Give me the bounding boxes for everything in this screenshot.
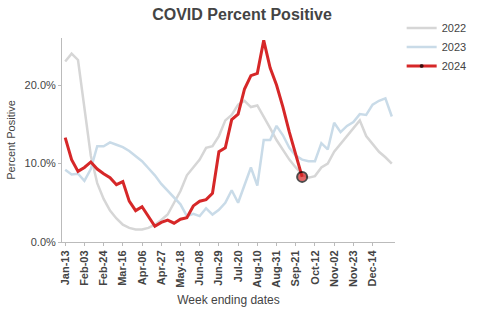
svg-text:Dec-14: Dec-14 (366, 250, 378, 287)
svg-text:Jan-13: Jan-13 (59, 250, 71, 285)
svg-text:Jul-20: Jul-20 (232, 250, 244, 282)
svg-text:0.0%: 0.0% (31, 236, 56, 248)
svg-text:May-18: May-18 (174, 250, 186, 287)
svg-text:Nov-02: Nov-02 (328, 250, 340, 287)
svg-text:Nov-23: Nov-23 (347, 250, 359, 287)
svg-text:Jun-29: Jun-29 (212, 250, 224, 285)
svg-text:Mar-16: Mar-16 (116, 250, 128, 285)
svg-text:Sep-21: Sep-21 (289, 250, 301, 286)
svg-text:Apr-27: Apr-27 (155, 250, 167, 285)
svg-text:2023: 2023 (442, 41, 466, 53)
svg-text:Percent Positive: Percent Positive (5, 100, 17, 179)
svg-text:20.0%: 20.0% (25, 79, 56, 91)
svg-text:2022: 2022 (442, 22, 466, 34)
svg-text:10.0%: 10.0% (25, 157, 56, 169)
svg-text:2024: 2024 (442, 60, 466, 72)
svg-text:Apr-06: Apr-06 (136, 250, 148, 285)
svg-text:Week ending dates: Week ending dates (177, 293, 280, 307)
svg-text:Aug-10: Aug-10 (251, 250, 263, 287)
svg-text:Aug-31: Aug-31 (270, 250, 282, 287)
svg-text:COVID Percent Positive: COVID Percent Positive (152, 6, 332, 23)
svg-text:Feb-24: Feb-24 (97, 250, 109, 286)
svg-text:Oct-12: Oct-12 (309, 250, 321, 284)
svg-text:Feb-03: Feb-03 (78, 250, 90, 285)
svg-text:Jun-08: Jun-08 (193, 250, 205, 285)
